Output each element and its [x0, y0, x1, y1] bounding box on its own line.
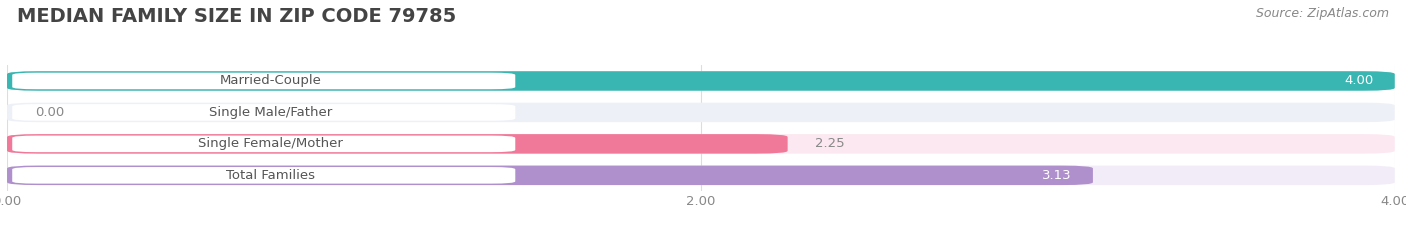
FancyBboxPatch shape	[7, 134, 1395, 154]
FancyBboxPatch shape	[7, 166, 1395, 185]
FancyBboxPatch shape	[7, 71, 1395, 91]
FancyBboxPatch shape	[7, 134, 787, 154]
Text: 2.25: 2.25	[815, 137, 845, 150]
Text: Single Male/Father: Single Male/Father	[209, 106, 332, 119]
Text: Total Families: Total Families	[226, 169, 315, 182]
Text: 3.13: 3.13	[1042, 169, 1073, 182]
Text: MEDIAN FAMILY SIZE IN ZIP CODE 79785: MEDIAN FAMILY SIZE IN ZIP CODE 79785	[17, 7, 456, 26]
FancyBboxPatch shape	[7, 103, 1395, 122]
FancyBboxPatch shape	[13, 73, 515, 89]
Text: Married-Couple: Married-Couple	[219, 75, 322, 87]
Text: Single Female/Mother: Single Female/Mother	[198, 137, 343, 150]
Text: 0.00: 0.00	[35, 106, 65, 119]
FancyBboxPatch shape	[13, 167, 515, 184]
FancyBboxPatch shape	[13, 136, 515, 152]
FancyBboxPatch shape	[7, 166, 1092, 185]
FancyBboxPatch shape	[7, 71, 1395, 91]
Text: Source: ZipAtlas.com: Source: ZipAtlas.com	[1256, 7, 1389, 20]
Text: 4.00: 4.00	[1344, 75, 1374, 87]
FancyBboxPatch shape	[13, 104, 515, 121]
